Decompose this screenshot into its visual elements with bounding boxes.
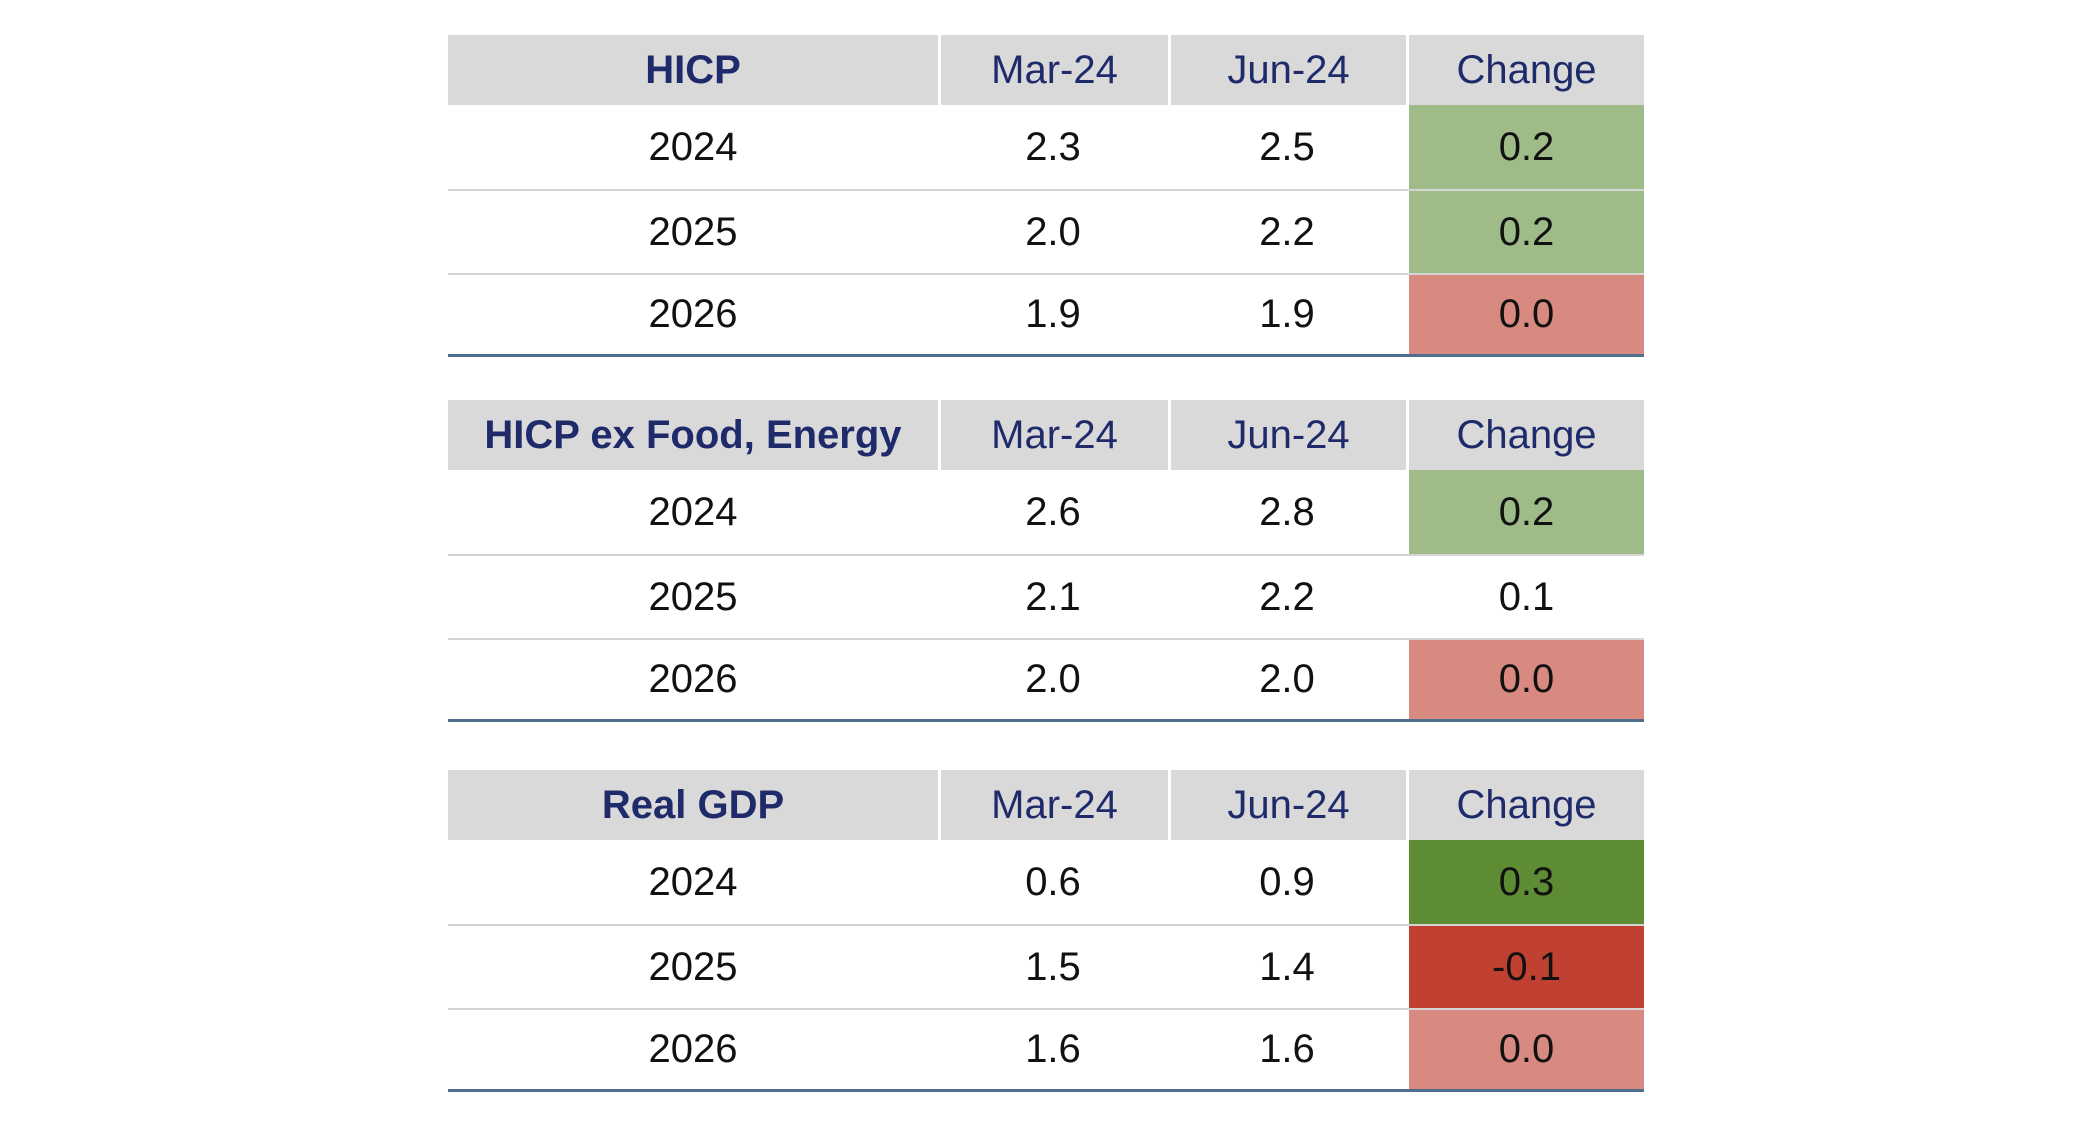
mar-value: 2.6: [1025, 489, 1081, 534]
table-title: HICP ex Food, Energy: [448, 400, 938, 470]
table-row: 2026 1.9 1.9 0.0: [448, 273, 1644, 357]
jun-value: 0.9: [1259, 859, 1315, 904]
jun-value: 1.9: [1259, 292, 1315, 336]
column-header-change: Change: [1406, 35, 1644, 105]
column-header-mar: Mar-24: [938, 400, 1168, 470]
mar-value: 2.3: [1025, 124, 1081, 169]
year-cell: 2025: [648, 209, 738, 254]
table-header-row: HICP ex Food, Energy Mar-24 Jun-24 Chang…: [448, 400, 1644, 470]
hicp-core-table: HICP ex Food, Energy Mar-24 Jun-24 Chang…: [448, 400, 1644, 722]
column-header-jun: Jun-24: [1168, 35, 1406, 105]
year-cell: 2024: [648, 859, 738, 904]
year-cell: 2024: [648, 124, 738, 169]
change-value: 0.3: [1406, 840, 1644, 924]
real-gdp-table: Real GDP Mar-24 Jun-24 Change 2024 0.6 0…: [448, 770, 1644, 1092]
table-row: 2026 1.6 1.6 0.0: [448, 1008, 1644, 1092]
change-value: 0.0: [1406, 275, 1644, 354]
change-value: 0.0: [1406, 1010, 1644, 1089]
mar-value: 1.5: [1025, 944, 1081, 989]
mar-value: 2.1: [1025, 574, 1081, 619]
table-row: 2025 1.5 1.4 -0.1: [448, 924, 1644, 1008]
change-value: -0.1: [1406, 926, 1644, 1008]
year-cell: 2026: [648, 1027, 738, 1071]
year-cell: 2025: [648, 944, 738, 989]
table-row: 2024 0.6 0.9 0.3: [448, 840, 1644, 924]
mar-value: 1.6: [1025, 1027, 1081, 1071]
table-header-row: Real GDP Mar-24 Jun-24 Change: [448, 770, 1644, 840]
jun-value: 2.2: [1259, 209, 1315, 254]
change-value: 0.2: [1406, 191, 1644, 273]
table-row: 2025 2.0 2.2 0.2: [448, 189, 1644, 273]
column-header-jun: Jun-24: [1168, 770, 1406, 840]
change-value: 0.1: [1406, 556, 1644, 638]
table-row: 2024 2.6 2.8 0.2: [448, 470, 1644, 554]
jun-value: 1.6: [1259, 1027, 1315, 1071]
mar-value: 2.0: [1025, 209, 1081, 254]
change-value: 0.2: [1406, 470, 1644, 554]
table-row: 2025 2.1 2.2 0.1: [448, 554, 1644, 638]
mar-value: 0.6: [1025, 859, 1081, 904]
jun-value: 2.2: [1259, 574, 1315, 619]
column-header-change: Change: [1406, 770, 1644, 840]
year-cell: 2026: [648, 657, 738, 701]
mar-value: 2.0: [1025, 657, 1081, 701]
column-header-change: Change: [1406, 400, 1644, 470]
change-value: 0.2: [1406, 105, 1644, 189]
jun-value: 1.4: [1259, 944, 1315, 989]
jun-value: 2.0: [1259, 657, 1315, 701]
jun-value: 2.5: [1259, 124, 1315, 169]
table-row: 2024 2.3 2.5 0.2: [448, 105, 1644, 189]
column-header-jun: Jun-24: [1168, 400, 1406, 470]
year-cell: 2026: [648, 292, 738, 336]
year-cell: 2024: [648, 489, 738, 534]
table-title: HICP: [448, 35, 938, 105]
hicp-table: HICP Mar-24 Jun-24 Change 2024 2.3 2.5 0…: [448, 35, 1644, 357]
table-title: Real GDP: [448, 770, 938, 840]
column-header-mar: Mar-24: [938, 35, 1168, 105]
column-header-mar: Mar-24: [938, 770, 1168, 840]
mar-value: 1.9: [1025, 292, 1081, 336]
year-cell: 2025: [648, 574, 738, 619]
change-value: 0.0: [1406, 640, 1644, 719]
jun-value: 2.8: [1259, 489, 1315, 534]
table-row: 2026 2.0 2.0 0.0: [448, 638, 1644, 722]
table-header-row: HICP Mar-24 Jun-24 Change: [448, 35, 1644, 105]
